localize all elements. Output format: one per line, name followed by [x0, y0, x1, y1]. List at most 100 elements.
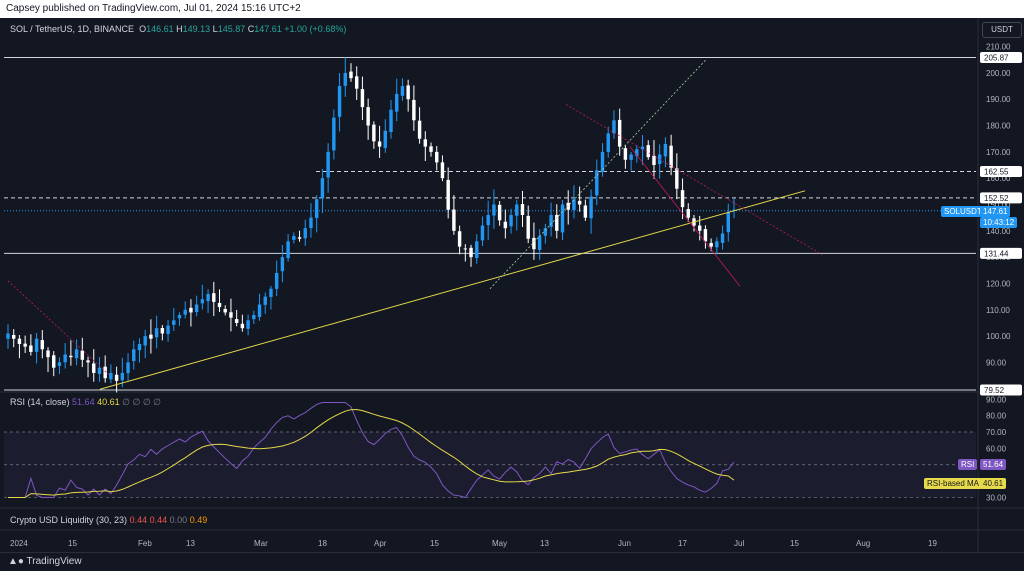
candle-body — [669, 145, 673, 168]
price-tick-label: 110.00 — [986, 306, 1010, 315]
candle-body — [309, 217, 313, 229]
candle-body — [549, 215, 553, 227]
candle-body — [515, 204, 519, 216]
candle-body — [80, 350, 85, 360]
candle-body — [166, 325, 170, 335]
candle-body — [109, 372, 113, 380]
liquidity-title: Crypto USD Liquidity (30, 23) — [10, 515, 128, 525]
candle-body — [395, 93, 399, 112]
price-tick-label: 140.00 — [986, 227, 1011, 236]
candle-body — [63, 354, 67, 363]
candle-body — [212, 293, 216, 302]
candle-body — [583, 205, 588, 218]
price-chart[interactable]: 210.00200.00190.00180.00170.00160.00150.… — [0, 18, 1024, 552]
candle-body — [457, 231, 462, 247]
footer-bar: ▲● TradingView — [0, 552, 1024, 571]
price-tick-label: 120.00 — [986, 279, 1011, 288]
candle-body — [29, 345, 33, 352]
candle-body — [389, 109, 393, 132]
candle-body — [423, 139, 428, 147]
time-axis-label: Mar — [254, 539, 268, 548]
trend-line — [99, 190, 806, 390]
candle-body — [143, 336, 147, 346]
candle-body — [480, 225, 485, 241]
candle-body — [469, 247, 473, 258]
candle-body — [269, 288, 273, 297]
candle-body — [74, 349, 79, 359]
publish-text: Capsey published on TradingView.com, Jul… — [6, 3, 301, 14]
level-label-bg — [980, 192, 1022, 204]
time-axis-label: Jul — [734, 539, 744, 548]
price-tick-label: 210.00 — [986, 43, 1011, 52]
candle-body — [263, 296, 267, 305]
tradingview-logo-icon: ▲● TradingView — [8, 556, 82, 567]
open-value: 146.61 — [146, 24, 174, 34]
close-value: 147.61 — [254, 24, 282, 34]
candle-body — [6, 333, 10, 339]
time-axis-label: 15 — [790, 539, 799, 548]
low-label: L — [212, 24, 218, 34]
level-label-bg — [980, 51, 1022, 63]
rsi-ma-line — [8, 408, 735, 498]
candle-body — [646, 145, 650, 158]
candle-body — [623, 148, 628, 160]
candle-body — [34, 338, 39, 352]
candle-body — [189, 307, 193, 313]
candle-body — [332, 117, 336, 151]
candle-body — [286, 241, 290, 259]
candle-body — [446, 179, 450, 210]
candle-body — [503, 221, 508, 229]
candle-body — [126, 362, 130, 374]
candle-body — [497, 204, 502, 221]
candle-body — [452, 209, 456, 231]
low-value: 145.87 — [217, 24, 246, 34]
candle-body — [377, 141, 382, 147]
trend-line — [7, 280, 111, 376]
time-axis-label: Aug — [856, 539, 870, 548]
candle-body — [532, 237, 536, 250]
level-label-bg — [980, 384, 1022, 396]
level-label: 79.52 — [984, 386, 1005, 395]
candle-body — [595, 170, 599, 196]
candle-body — [680, 190, 685, 208]
candle-body — [343, 72, 347, 86]
rsi-tick-label: 70.00 — [986, 428, 1007, 437]
candle-body — [555, 214, 559, 231]
candle-body — [206, 293, 210, 302]
candle-body — [612, 120, 616, 134]
currency-button[interactable]: USDT — [982, 22, 1022, 38]
candle-body — [52, 355, 56, 368]
candle-body — [526, 215, 530, 239]
candle-body — [149, 334, 153, 339]
candle-body — [675, 168, 679, 189]
candle-body — [97, 367, 102, 374]
candle-body — [429, 146, 433, 152]
rsi-ma-tag-label: RSI-based MA — [924, 478, 983, 489]
candle-body — [492, 204, 496, 216]
time-axis-label: 19 — [928, 539, 937, 548]
candle-body — [314, 199, 319, 218]
candle-body — [417, 120, 422, 139]
price-tick-label: 150.00 — [986, 200, 1011, 209]
candle-body — [640, 146, 645, 150]
candle-body — [537, 236, 542, 250]
candle-body — [240, 323, 245, 329]
time-axis-label: Apr — [374, 539, 387, 548]
candle-body — [383, 130, 388, 148]
candle-body — [172, 320, 176, 325]
price-tick-label: 90.00 — [986, 358, 1007, 367]
candle-body — [520, 204, 525, 216]
high-label: H — [176, 24, 183, 34]
trend-line — [565, 104, 823, 255]
time-axis-label: 15 — [430, 539, 439, 548]
candle-body — [509, 215, 513, 227]
candle-body — [303, 228, 307, 239]
chart-frame[interactable]: 210.00 200.00 190.00 180.00 170.00 160.00 150.… — [0, 18, 1024, 552]
time-axis-label: 15 — [68, 539, 77, 548]
candle-body — [229, 312, 233, 318]
candle-body — [435, 151, 439, 163]
high-value: 149.13 — [182, 24, 211, 34]
candle-body — [17, 338, 22, 344]
level-label-bg — [980, 165, 1022, 177]
candle-body — [372, 124, 376, 142]
